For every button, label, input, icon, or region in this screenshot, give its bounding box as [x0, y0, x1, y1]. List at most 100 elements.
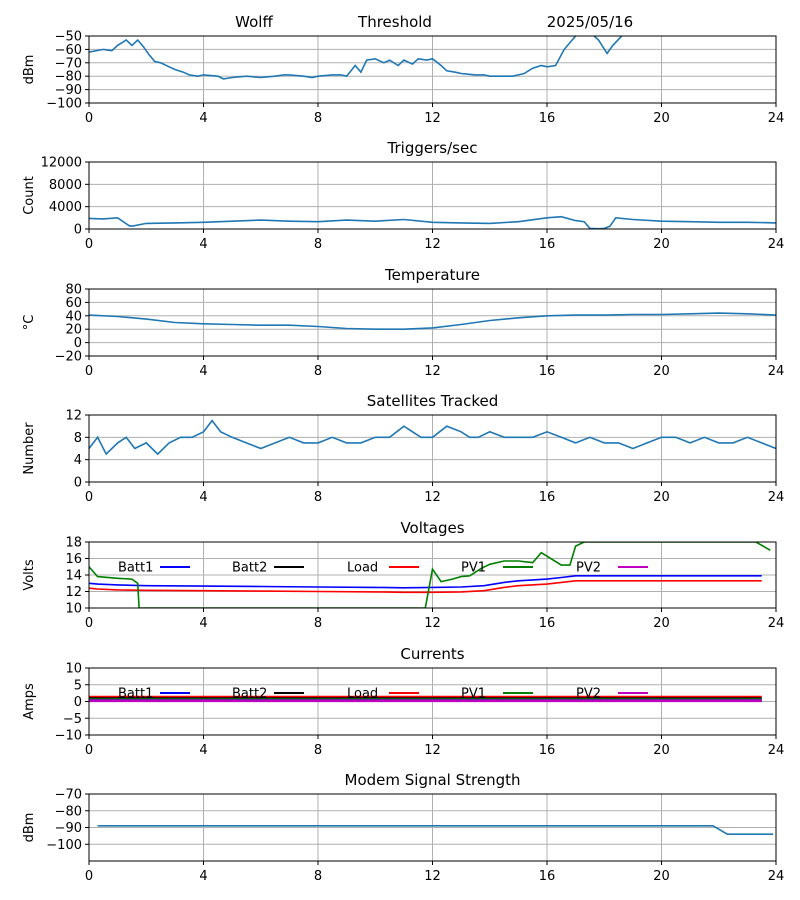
y-axis-label: Volts: [22, 559, 37, 591]
series-line-main: [89, 312, 776, 331]
y-axis-label: dBm: [22, 813, 37, 843]
y-axis-label: °C: [22, 315, 37, 331]
x-tick-label: 0: [85, 743, 93, 758]
x-tick-label: 24: [768, 743, 785, 758]
x-tick-label: 12: [424, 111, 441, 126]
y-tick-label: 8: [74, 431, 82, 446]
plot-label: Threshold: [357, 13, 432, 31]
y-tick-label: 0: [74, 336, 82, 351]
panel-title: Currents: [400, 645, 464, 663]
legend-label: Batt1: [118, 687, 153, 702]
series-line-batt1: [89, 574, 762, 589]
y-tick-label: 20: [65, 323, 82, 338]
x-tick-label: 16: [539, 869, 556, 884]
y-axis-label: Amps: [22, 683, 37, 720]
y-tick-label: −70: [55, 788, 82, 803]
x-tick-label: 16: [539, 364, 556, 379]
date-label: 2025/05/16: [547, 13, 633, 31]
legend-label: PV1: [461, 561, 486, 576]
y-axis-label: Count: [22, 176, 37, 215]
x-tick-label: 16: [539, 743, 556, 758]
x-tick-label: 4: [199, 111, 207, 126]
panel-title: Voltages: [400, 519, 464, 537]
y-tick-label: −100: [46, 97, 82, 112]
x-tick-label: 0: [85, 490, 93, 505]
series-line-main: [97, 824, 774, 836]
x-tick-label: 16: [539, 616, 556, 631]
x-tick-label: 8: [314, 616, 322, 631]
x-tick-label: 24: [768, 869, 785, 884]
y-tick-label: −5: [63, 712, 82, 727]
series-line-load: [89, 579, 762, 594]
modem-panel: 0 4 8 12 16 20 24 −70−80 −90 −100 dBm Modem Signal …: [22, 771, 784, 884]
x-tick-label: 0: [85, 869, 93, 884]
x-tick-label: 20: [653, 743, 670, 758]
y-tick-label: 40: [65, 309, 82, 324]
legend-label: PV1: [461, 687, 486, 702]
x-tick-label: 8: [314, 743, 322, 758]
legend-label: Load: [347, 687, 378, 702]
y-tick-label: 10: [65, 602, 82, 617]
x-tick-label: 12: [424, 237, 441, 252]
x-tick-label: 4: [199, 237, 207, 252]
series-line-main: [89, 419, 776, 456]
legend-label: PV2: [576, 687, 601, 702]
y-tick-label: 5: [74, 678, 82, 693]
y-tick-label: 60: [65, 296, 82, 311]
series-line-main: [89, 215, 776, 229]
triggers-panel: 0 4 8 12 16 20 24 0 4000 8000 12000 Count Triggers/s…: [22, 139, 784, 252]
x-tick-label: 4: [199, 490, 207, 505]
x-tick-label: 4: [199, 616, 207, 631]
x-tick-label: 20: [653, 490, 670, 505]
y-tick-label: 14: [65, 569, 82, 584]
y-tick-label: 16: [65, 552, 82, 567]
x-tick-label: 20: [653, 364, 670, 379]
x-tick-label: 24: [768, 490, 785, 505]
legend-label: Load: [347, 561, 378, 576]
x-tick-label: 4: [199, 743, 207, 758]
threshold-panel: 0 4 8 12 16 20 24 −50−60−70−80−90−100 dBm: [22, 30, 785, 127]
legend-label: Batt2: [232, 687, 267, 702]
y-tick-label: 12: [65, 585, 82, 600]
x-tick-label: 4: [199, 869, 207, 884]
y-tick-label: 4: [74, 453, 82, 468]
y-tick-label: 0: [74, 476, 82, 491]
x-tick-label: 8: [314, 111, 322, 126]
series-line-pv1: [89, 542, 771, 608]
y-tick-label: −90: [55, 83, 82, 98]
panel-title: Satellites Tracked: [367, 392, 498, 410]
x-tick-label: 8: [314, 364, 322, 379]
y-tick-label: 18: [65, 536, 82, 551]
y-tick-label: 8000: [49, 178, 82, 193]
x-tick-label: 20: [653, 111, 670, 126]
x-tick-label: 12: [424, 616, 441, 631]
x-tick-label: 20: [653, 869, 670, 884]
x-tick-label: 12: [424, 743, 441, 758]
x-tick-label: 8: [314, 237, 322, 252]
y-tick-label: 0: [74, 695, 82, 710]
y-tick-label: 0: [74, 223, 82, 238]
y-axis-label: Number: [22, 422, 37, 475]
series-line-main: [89, 36, 623, 80]
x-tick-label: 12: [424, 490, 441, 505]
y-tick-label: −60: [55, 43, 82, 58]
legend-label: PV2: [576, 561, 601, 576]
currents-panel: 0 4 8 12 16 20 24 −10 −5 0 510 Amps Currents Batt1 Bat…: [22, 645, 784, 758]
satellites-panel: 0 4 8 12 16 20 24 0 4 8 12 Number Satellites Tracked: [22, 392, 784, 505]
legend-label: Batt1: [118, 561, 153, 576]
y-tick-label: −70: [55, 56, 82, 71]
y-tick-label: −80: [55, 804, 82, 819]
x-tick-label: 24: [768, 616, 785, 631]
x-tick-label: 24: [768, 364, 785, 379]
x-tick-label: 16: [539, 111, 556, 126]
x-tick-label: 8: [314, 490, 322, 505]
x-tick-label: 8: [314, 869, 322, 884]
x-tick-label: 24: [768, 111, 785, 126]
x-tick-label: 0: [85, 616, 93, 631]
x-tick-label: 24: [768, 237, 785, 252]
x-tick-label: 0: [85, 111, 93, 126]
